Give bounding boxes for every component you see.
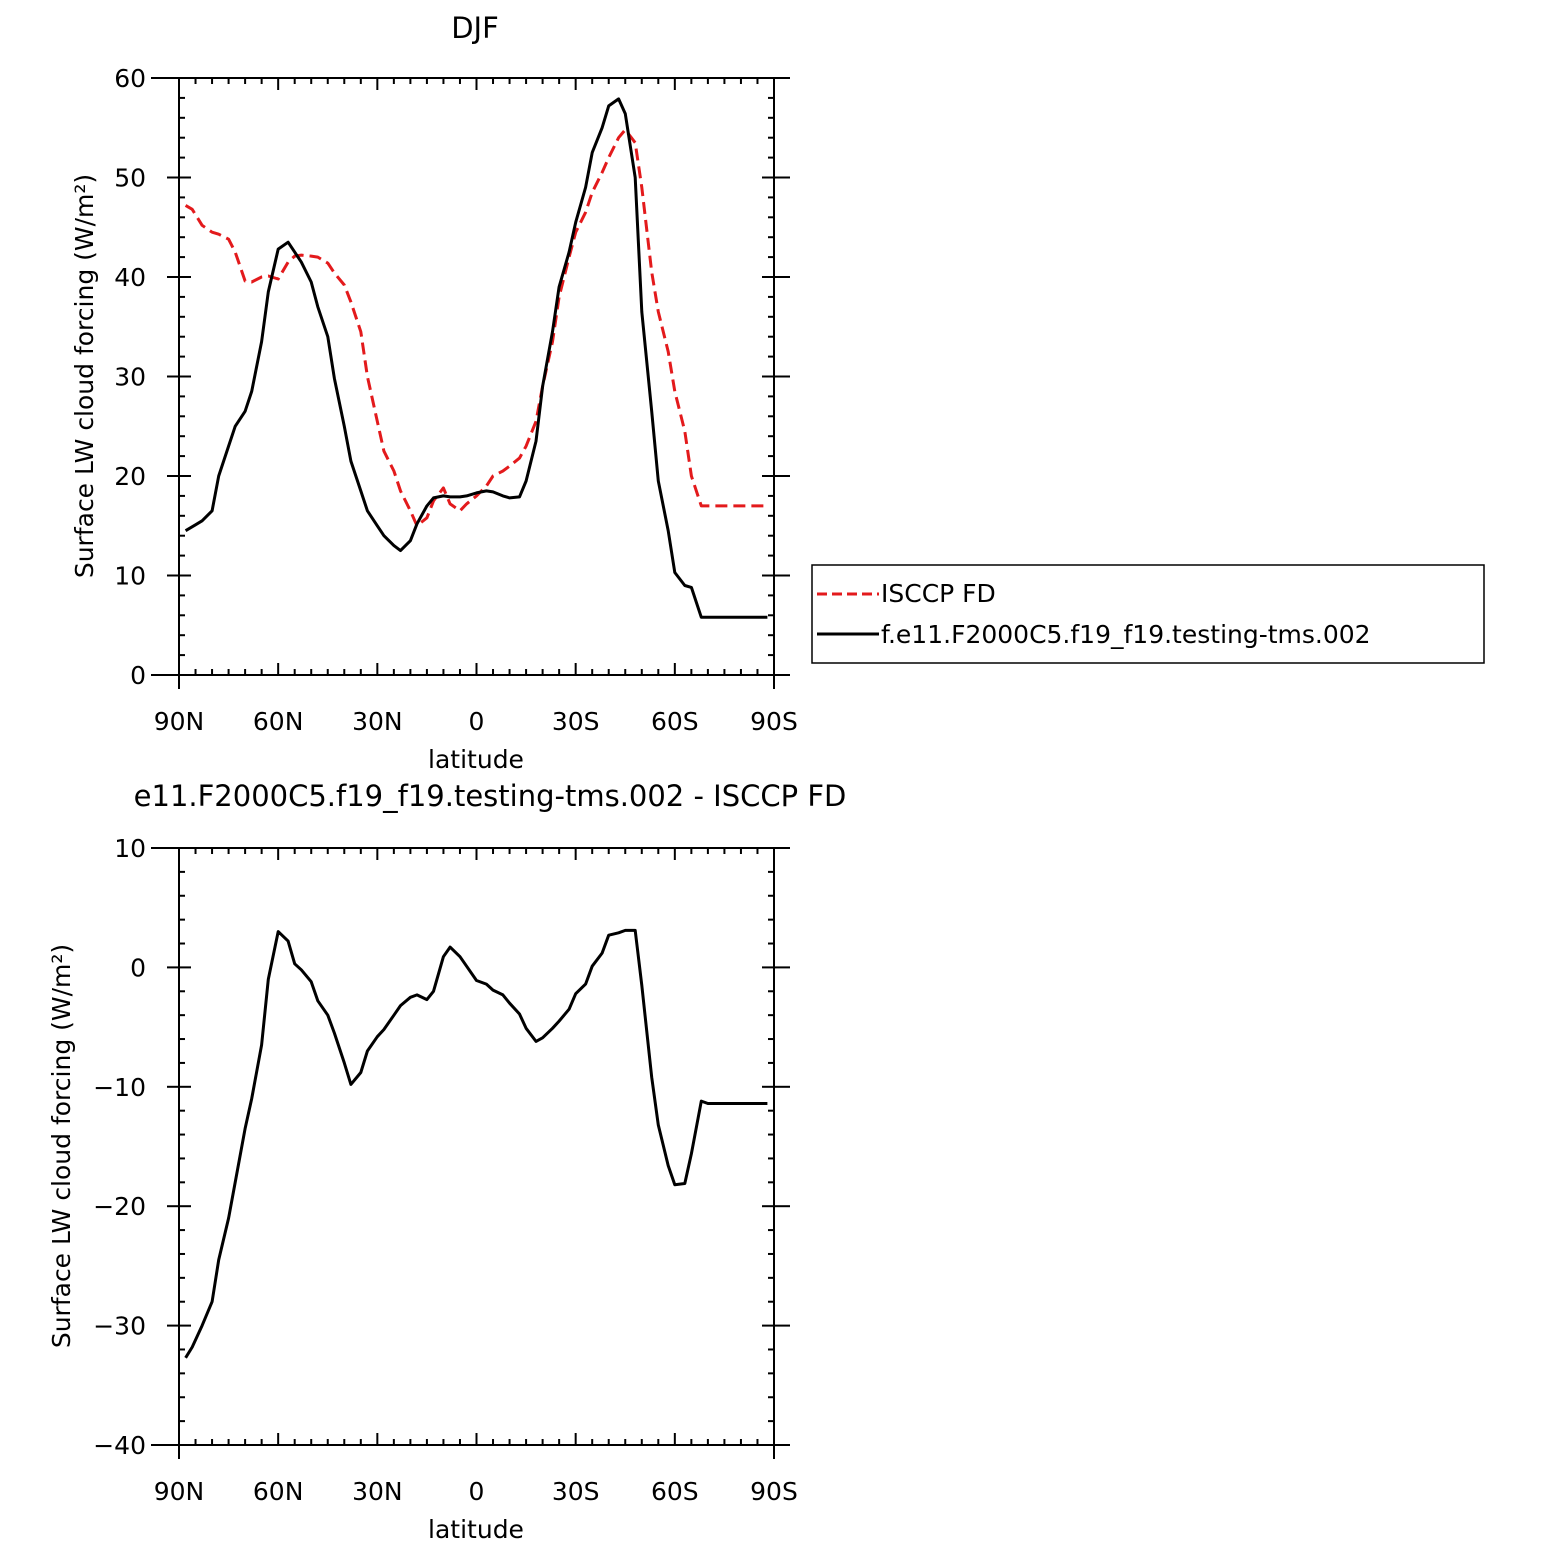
legend-label-obs: ISCCP FD [881,579,996,608]
top-y-tick-labels: 0 10 20 30 40 50 60 [114,64,146,690]
top-y-axis-label: Surface LW cloud forcing (W/m²) [70,174,99,578]
bottom-x-tick-label: 90S [750,1477,798,1506]
top-x-tick-label: 90S [750,707,798,736]
bottom-x-tick-label: 90N [154,1477,205,1506]
bottom-x-tick-label: 0 [469,1477,485,1506]
top-y-tick-label: 60 [114,64,146,93]
top-chart: DJF 90N 60N 30N 0 30S 60S 90S 0 10 20 30 40 50 60 la… [70,11,1485,774]
top-series-group [184,97,768,619]
top-plot-frame [178,77,775,676]
bottom-series-group [184,928,768,1359]
top-y-tick-label: 50 [114,164,146,193]
bottom-x-tick-labels: 90N 60N 30N 0 30S 60S 90S [154,1477,798,1506]
top-y-tick-label: 10 [114,562,146,591]
top-y-tick-label: 20 [114,462,146,491]
bottom-x-axis-label: latitude [428,1515,524,1544]
bottom-y-tick-labels: −40 −30 −20 −10 0 10 [93,834,146,1460]
bottom-chart-title: e11.F2000C5.f19_f19.testing-tms.002 - IS… [134,779,847,813]
bottom-y-tick-label: −10 [93,1073,146,1102]
top-x-tick-label: 30S [552,707,600,736]
bottom-y-tick-label: 0 [130,953,146,982]
top-x-tick-labels: 90N 60N 30N 0 30S 60S 90S [154,707,798,736]
bottom-chart: e11.F2000C5.f19_f19.testing-tms.002 - IS… [47,779,846,1544]
top-x-axis-label: latitude [428,745,524,774]
top-y-tick-label: 30 [114,363,146,392]
bottom-x-tick-label: 30S [552,1477,600,1506]
bottom-y-tick-label: −40 [93,1431,146,1460]
legend-label-model: f.e11.F2000C5.f19_f19.testing-tms.002 [881,620,1371,649]
bottom-series-line-model [184,928,768,1359]
top-x-tick-label: 60N [253,707,304,736]
legend: ISCCP FD f.e11.F2000C5.f19_f19.testing-t… [811,564,1485,664]
bottom-plot-frame [178,847,775,1446]
top-series-line-model [184,97,768,619]
bottom-x-tick-label: 30N [352,1477,403,1506]
top-y-tick-label: 40 [114,263,146,292]
bottom-y-tick-label: −30 [93,1312,146,1341]
bottom-y-tick-label: −20 [93,1192,146,1221]
top-series-line-obs [184,128,768,528]
top-x-tick-label: 90N [154,707,205,736]
top-y-tick-label: 0 [130,661,146,690]
bottom-x-tick-label: 60N [253,1477,304,1506]
top-x-tick-label: 0 [469,707,485,736]
bottom-x-tick-label: 60S [651,1477,699,1506]
top-chart-title: DJF [451,11,499,45]
bottom-y-tick-label: 10 [114,834,146,863]
top-x-tick-label: 60S [651,707,699,736]
bottom-y-axis-label: Surface LW cloud forcing (W/m²) [47,944,76,1348]
bottom-axes-ticks [151,847,790,1459]
legend-box [811,564,1485,664]
top-x-tick-label: 30N [352,707,403,736]
